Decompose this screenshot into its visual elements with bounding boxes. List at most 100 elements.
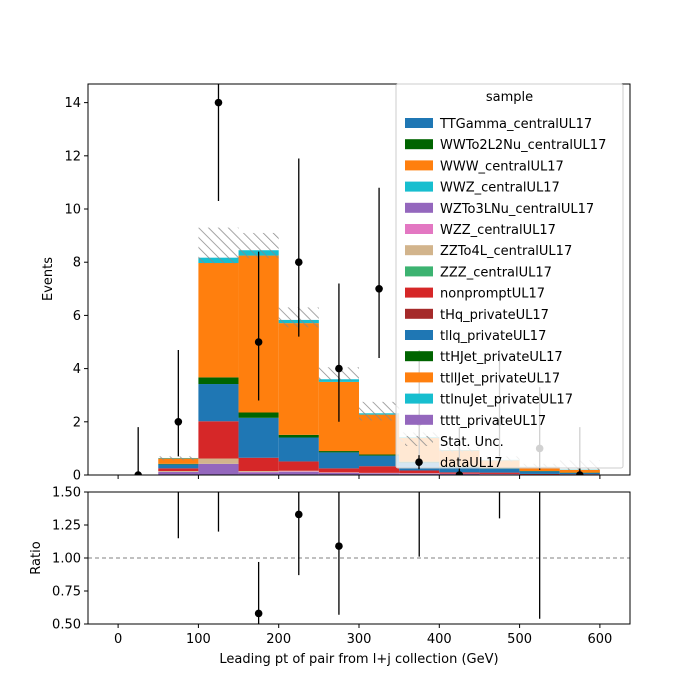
legend-swatch <box>405 351 433 362</box>
bar-segment <box>278 471 319 475</box>
ratio-point <box>335 542 343 550</box>
bar-segment <box>519 473 560 475</box>
x-tick-label: 500 <box>507 632 532 647</box>
bar-segment <box>359 414 400 455</box>
legend-title: sample <box>486 90 533 105</box>
legend-label: WWW_centralUL17 <box>440 159 564 174</box>
bar-segment <box>198 421 239 459</box>
data-point <box>214 98 223 107</box>
legend-label: WZTo3LNu_centralUL17 <box>440 202 594 217</box>
legend-label: Stat. Unc. <box>440 435 504 450</box>
legend-swatch <box>405 372 433 383</box>
bar-segment <box>318 472 359 475</box>
bar-segment <box>158 471 199 475</box>
legend-swatch <box>405 181 433 192</box>
legend-label: ttHJet_privateUL17 <box>440 350 563 365</box>
legend-swatch-hatch <box>405 436 433 446</box>
legend-label: WZZ_centralUL17 <box>440 223 556 238</box>
y-axis-label-main: Events <box>41 257 56 301</box>
legend-label: WWTo2L2Nu_centralUL17 <box>440 138 606 153</box>
bar-segment <box>158 468 199 472</box>
legend-swatch <box>405 266 433 277</box>
legend-label: TTGamma_centralUL17 <box>439 117 592 132</box>
legend-label: ttlnuJet_privateUL17 <box>440 393 573 408</box>
ratio-points <box>175 290 541 624</box>
legend-swatch <box>405 393 433 404</box>
ratio-y-axis-ticks: 0.50 0.75 1.00 1.25 1.50 <box>52 486 88 633</box>
bar-segment <box>238 457 279 472</box>
legend-swatch <box>405 202 433 213</box>
bar-segment <box>278 470 319 472</box>
bar-segment <box>238 417 279 458</box>
ratio-plot-frame <box>87 491 631 625</box>
ratio-point <box>254 609 263 618</box>
y-tick-label: 0 <box>73 469 81 484</box>
x-axis-label: Leading pt of pair from l+j collection (… <box>219 652 498 667</box>
stat-unc-band <box>158 456 199 461</box>
legend-label: ZZZ_centralUL17 <box>440 265 552 280</box>
legend: sample TTGamma_centralUL17 WWTo2L2Nu_centr… <box>395 83 624 471</box>
ratio-point <box>294 510 303 519</box>
bar-segment <box>359 473 400 475</box>
legend-label: WWZ_centralUL17 <box>440 181 560 196</box>
bar-segment <box>158 464 199 469</box>
bar-segment <box>399 473 440 475</box>
bar-segment <box>278 437 319 462</box>
bar-segment <box>359 466 400 473</box>
legend-marker <box>415 458 423 467</box>
y-axis-ticks: 0 2 4 6 8 10 12 14 <box>64 96 88 484</box>
legend-swatch <box>405 330 433 340</box>
y-tick-label: 14 <box>64 96 81 111</box>
data-point <box>254 338 263 346</box>
legend-label: dataUL17 <box>440 456 503 471</box>
legend-label: tttt_privateUL17 <box>440 414 546 429</box>
bar-segment <box>359 454 400 456</box>
bar-segment <box>238 471 279 472</box>
main-histogram-panel: 0 2 4 6 8 10 12 14 Events <box>41 83 631 484</box>
ratio-point <box>175 290 183 298</box>
x-axis-ticks-main <box>117 475 601 479</box>
legend-label: tHq_privateUL17 <box>440 308 549 323</box>
x-tick-label: 100 <box>186 632 211 647</box>
stat-unc-band <box>198 227 239 264</box>
bar-segment <box>318 468 359 473</box>
bar-segment <box>198 463 239 475</box>
bar-segment <box>318 451 359 453</box>
y-tick-label: 6 <box>73 309 81 324</box>
bar-segment <box>158 463 199 465</box>
bar-segment <box>238 471 279 473</box>
legend-swatch <box>405 245 433 256</box>
legend-box <box>395 83 624 469</box>
bar-segment <box>238 472 279 475</box>
ratio-y-tick-label: 0.50 <box>52 618 81 633</box>
x-tick-label: 0 <box>114 632 122 647</box>
stat-unc-band <box>359 401 400 421</box>
ratio-point <box>415 475 423 483</box>
legend-label: ttllJet_privateUL17 <box>440 371 560 386</box>
x-tick-label: 200 <box>266 632 291 647</box>
data-point <box>294 258 303 267</box>
ratio-point <box>215 482 223 490</box>
data-point <box>375 285 383 293</box>
bar-segment <box>479 468 520 473</box>
ratio-y-tick-label: 1.25 <box>52 519 81 534</box>
bar-segment <box>158 458 199 464</box>
bar-segment <box>278 434 319 438</box>
data-point <box>335 364 343 373</box>
legend-swatch <box>405 287 433 298</box>
y-tick-label: 12 <box>64 149 81 164</box>
y-tick-label: 8 <box>73 256 81 271</box>
bar-segment <box>479 472 520 474</box>
y-tick-label: 2 <box>73 415 81 430</box>
ratio-y-tick-label: 0.75 <box>52 585 81 600</box>
x-tick-label: 600 <box>587 632 612 647</box>
bar-segment <box>399 470 440 474</box>
legend-swatch <box>405 308 433 319</box>
legend-label: ZZTo4L_centralUL17 <box>440 244 572 259</box>
legend-swatch <box>405 160 433 171</box>
bar-segment <box>198 377 239 385</box>
bar-segment <box>519 471 560 474</box>
data-point <box>174 418 183 426</box>
bar-segment <box>238 412 279 418</box>
